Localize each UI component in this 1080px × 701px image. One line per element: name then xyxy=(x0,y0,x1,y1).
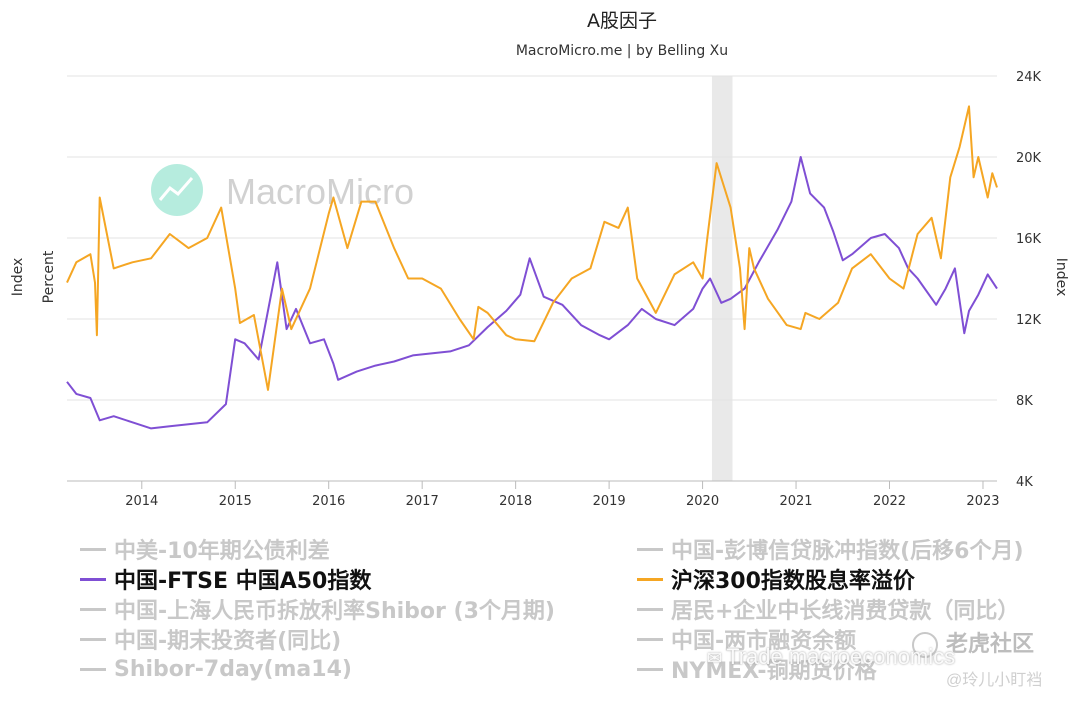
legend-swatch xyxy=(80,667,106,671)
gridlines xyxy=(67,75,997,482)
legend-swatch xyxy=(637,547,663,551)
x-axis-ticks: 2014 2015 2016 2017 2018 2019 2020 2021 2022 2023 xyxy=(125,481,1000,509)
x-axis-tick-label: 2016 xyxy=(312,494,345,509)
right-axis-tick-label: 24K xyxy=(1016,70,1042,85)
left-axis-label-index: Index xyxy=(10,258,26,297)
legend-label: Shibor-7day(ma14) xyxy=(114,656,352,682)
tiger-watermark-text: 老虎社区 xyxy=(946,631,1035,656)
legend-item[interactable]: 中美-10年期公债利差 xyxy=(80,534,330,564)
legend-label: 中国-期末投资者(同比) xyxy=(114,629,342,654)
x-axis-tick-label: 2018 xyxy=(499,494,532,509)
x-axis-tick-label: 2015 xyxy=(219,494,252,509)
legend-item[interactable]: Shibor-7day(ma14) xyxy=(80,654,352,684)
trade-watermark-text: Trade macroeconomics xyxy=(726,644,956,669)
legend-item[interactable]: 中国-FTSE 中国A50指数 xyxy=(80,564,371,594)
legend-swatch xyxy=(80,547,106,551)
x-axis-tick-label: 2023 xyxy=(966,494,999,509)
legend-label: 中国-两市融资余额 xyxy=(671,629,857,654)
tiger-watermark: 老虎社区 xyxy=(912,626,1035,659)
legend-swatch xyxy=(637,637,663,641)
legend-swatch xyxy=(637,607,663,611)
legend-label: 中国-上海人民币拆放利率Shibor (3个月期) xyxy=(114,599,555,624)
right-axis-tick-label: 20K xyxy=(1016,151,1042,166)
right-axis-ticks: 4K 8K 12K 16K 20K 24K xyxy=(1016,70,1042,490)
legend-swatch xyxy=(637,667,663,671)
legend-label: 沪深300指数股息率溢价 xyxy=(671,569,915,594)
chart-subtitle: MacroMicro.me | by Belling Xu xyxy=(516,43,728,59)
x-axis-tick-label: 2017 xyxy=(406,494,439,509)
legend-item[interactable]: NYMEX-铜期货价格 xyxy=(637,654,877,684)
tiger-icon xyxy=(912,632,938,659)
x-axis-tick-label: 2014 xyxy=(125,494,158,509)
series-line-1 xyxy=(66,105,998,391)
series-line-0 xyxy=(66,156,998,430)
trade-watermark: ✉ Trade macroeconomics xyxy=(707,644,955,670)
shaded-region xyxy=(711,76,733,481)
macromicro-watermark: MacroMicro xyxy=(151,164,414,216)
macromicro-watermark-text: MacroMicro xyxy=(226,171,414,212)
legend-item[interactable]: 居民+企业中长线消费贷款（同比） xyxy=(637,594,1019,624)
x-axis-tick-label: 2020 xyxy=(686,494,719,509)
legend-item[interactable]: 沪深300指数股息率溢价 xyxy=(637,564,915,594)
legend: 中美-10年期公债利差 中国-彭博信贷脉冲指数(后移6个月) 中国-FTSE 中国A… xyxy=(0,532,1080,701)
x-axis-tick-label: 2019 xyxy=(593,494,626,509)
chart-title: A股因子 xyxy=(587,10,657,32)
series-layer xyxy=(66,105,998,430)
right-axis-tick-label: 16K xyxy=(1016,232,1042,247)
right-axis-tick-label: 8K xyxy=(1016,394,1033,409)
legend-item[interactable]: 中国-彭博信贷脉冲指数(后移6个月) xyxy=(637,534,1024,564)
legend-item[interactable]: 中国-上海人民币拆放利率Shibor (3个月期) xyxy=(80,594,555,624)
legend-swatch xyxy=(637,577,663,581)
user-watermark: @玲儿小盯裆 xyxy=(946,666,1042,690)
legend-label: 居民+企业中长线消费贷款（同比） xyxy=(671,599,1020,624)
left-axis-label-percent: Percent xyxy=(41,250,57,303)
right-axis-label-index: Index xyxy=(1053,258,1069,297)
legend-label: 中美-10年期公债利差 xyxy=(114,539,330,564)
chart: A股因子 MacroMicro.me | by Belling Xu 2014 2… xyxy=(10,10,1069,509)
x-axis-tick-label: 2021 xyxy=(779,494,812,509)
wechat-icon: ✉ xyxy=(707,648,723,668)
right-axis-tick-label: 12K xyxy=(1016,313,1042,328)
user-watermark-text: @玲儿小盯裆 xyxy=(946,672,1043,689)
legend-item[interactable]: 中国-期末投资者(同比) xyxy=(80,624,341,654)
legend-label: 中国-彭博信贷脉冲指数(后移6个月) xyxy=(671,539,1024,564)
legend-swatch xyxy=(80,607,106,611)
legend-item[interactable]: 中国-两市融资余额 xyxy=(637,624,856,654)
legend-swatch xyxy=(80,577,106,581)
legend-swatch xyxy=(80,637,106,641)
right-axis-tick-label: 4K xyxy=(1016,475,1033,490)
legend-label: 中国-FTSE 中国A50指数 xyxy=(114,569,372,594)
legend-label: NYMEX-铜期货价格 xyxy=(671,659,877,684)
x-axis-tick-label: 2022 xyxy=(873,494,906,509)
